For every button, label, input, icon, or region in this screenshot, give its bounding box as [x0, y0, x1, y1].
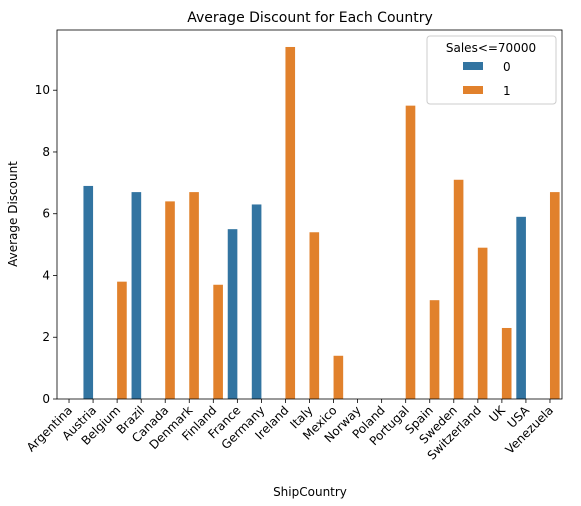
- legend-label-0: 0: [503, 60, 511, 74]
- bar-usa-series-0: [516, 216, 526, 399]
- bar-brazil-series-0: [131, 192, 142, 399]
- x-axis-label: ShipCountry: [273, 485, 347, 499]
- bar-belgium-series-1: [117, 281, 127, 399]
- legend: Sales<=70000 0 1: [426, 35, 557, 105]
- legend-box: [426, 35, 557, 105]
- bar-mexico-series-1: [333, 355, 344, 399]
- bar-finland-series-1: [213, 284, 223, 399]
- bar-portugal-series-1: [405, 105, 416, 400]
- bar-ireland-series-1: [285, 46, 296, 399]
- bar-italy-series-1: [309, 232, 320, 399]
- bar-austria-series-0: [83, 185, 94, 399]
- plot-frame: [56, 29, 563, 400]
- y-tick-label: 6: [42, 207, 50, 221]
- bar-canada-series-1: [165, 201, 175, 399]
- legend-swatch-1: [463, 86, 483, 94]
- y-tick-label: 10: [35, 83, 50, 97]
- y-axis-label: Average Discount: [6, 161, 20, 267]
- legend-swatch-0: [463, 62, 483, 70]
- bar-venezuela-series-1: [549, 192, 560, 399]
- legend-label-1: 1: [503, 84, 511, 98]
- bar-uk-series-1: [501, 327, 512, 399]
- bar-france-series-0: [227, 229, 238, 399]
- bars-layer: [83, 46, 560, 400]
- bar-sweden-series-1: [453, 179, 464, 399]
- bar-switzerland-series-1: [477, 247, 488, 399]
- x-axis: ArgentinaAustriaBelgiumBrazilCanadaDenma…: [24, 399, 556, 463]
- y-axis: 0 2 4 6 8 10: [35, 83, 57, 406]
- bar-denmark-series-1: [189, 192, 199, 399]
- y-tick-label: 4: [42, 268, 50, 282]
- bar-spain-series-1: [429, 300, 440, 399]
- y-tick-label: 0: [42, 392, 50, 406]
- chart-title: Average Discount for Each Country: [187, 10, 433, 26]
- bar-germany-series-0: [251, 204, 262, 399]
- y-tick-label: 2: [42, 330, 50, 344]
- y-tick-label: 8: [42, 145, 50, 159]
- legend-title: Sales<=70000: [446, 41, 536, 55]
